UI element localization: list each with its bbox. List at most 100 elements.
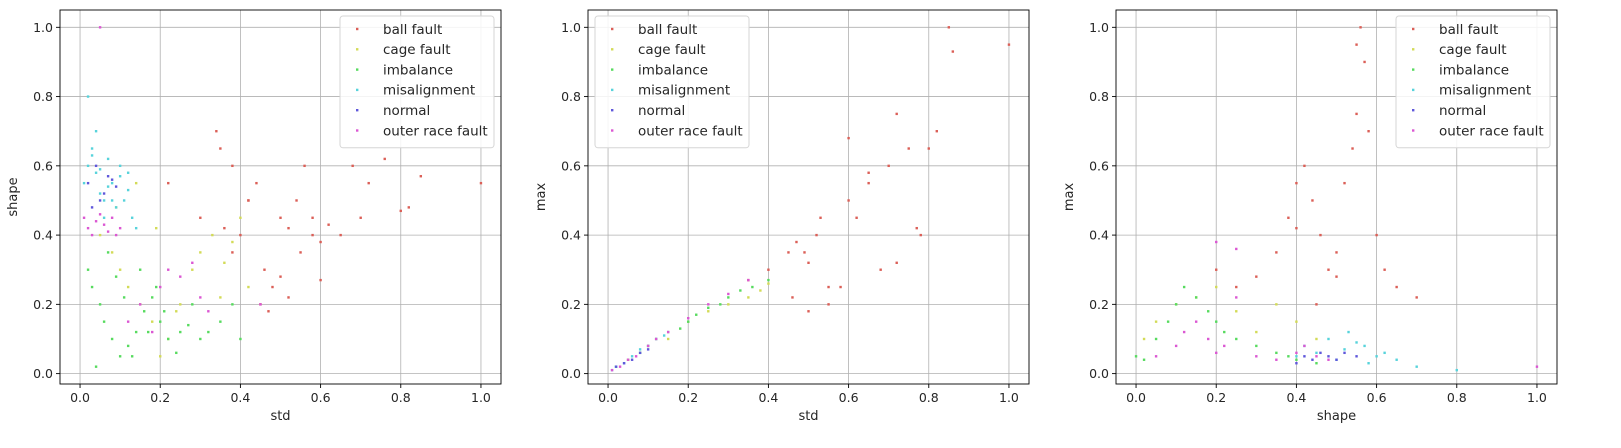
data-point — [199, 216, 202, 219]
data-point — [367, 181, 370, 185]
data-point — [1415, 365, 1418, 368]
y-tick-label: 0.4 — [1089, 228, 1109, 243]
data-point — [126, 320, 130, 323]
data-point — [98, 233, 102, 237]
legend: ball fault cage fault imbalance misalignmen… — [339, 15, 495, 149]
data-point — [646, 344, 650, 348]
data-point — [114, 233, 118, 237]
data-point — [130, 216, 134, 219]
data-point — [1351, 147, 1354, 150]
data-point — [271, 285, 274, 289]
data-point — [1174, 303, 1178, 306]
data-point — [287, 296, 290, 299]
y-tick-label: 0.4 — [561, 228, 581, 243]
data-point — [1275, 358, 1278, 361]
data-point — [727, 303, 730, 306]
data-point — [1315, 337, 1318, 341]
data-point — [1275, 251, 1278, 254]
data-point — [1182, 285, 1186, 289]
data-point — [1295, 351, 1298, 355]
data-point — [339, 233, 342, 237]
data-point — [767, 278, 770, 282]
data-point — [1355, 43, 1358, 46]
data-point — [219, 147, 222, 150]
data-point — [1355, 341, 1358, 344]
x-tick-label: 0.0 — [1126, 390, 1146, 405]
data-point — [695, 313, 698, 316]
data-point — [622, 362, 626, 365]
data-point — [1223, 330, 1226, 334]
data-point — [151, 320, 154, 323]
data-point — [223, 226, 226, 230]
data-point — [199, 251, 202, 254]
data-point — [867, 181, 870, 185]
data-point — [827, 303, 830, 306]
x-tick-label: 0.8 — [1447, 390, 1467, 405]
data-point — [159, 355, 162, 358]
data-point — [159, 320, 162, 323]
y-tick-label: 0.8 — [1089, 89, 1109, 104]
data-point — [1319, 233, 1322, 237]
data-point — [126, 344, 130, 348]
data-point — [187, 323, 190, 327]
data-point — [167, 181, 170, 185]
data-point — [1335, 251, 1338, 254]
data-point — [1335, 275, 1338, 278]
axes-frame — [1115, 9, 1558, 385]
data-point — [126, 171, 130, 174]
x-tick-label: 0.6 — [311, 390, 331, 405]
data-point — [1395, 285, 1398, 289]
data-point — [110, 178, 114, 181]
data-point — [191, 268, 194, 271]
y-axis-label: shape — [6, 177, 21, 216]
y-tick-label: 0.0 — [561, 366, 581, 381]
data-point — [1319, 351, 1322, 355]
legend-label: imbalance — [1439, 62, 1509, 78]
legend-marker — [611, 48, 614, 51]
data-point — [1215, 351, 1218, 355]
x-tick-label: 1.0 — [471, 390, 491, 405]
data-point — [679, 327, 682, 330]
data-point — [1235, 296, 1238, 299]
data-point — [151, 330, 154, 334]
legend: ball fault cage fault imbalance misalignmen… — [1395, 15, 1551, 149]
data-point — [159, 285, 162, 289]
data-point — [1311, 358, 1314, 361]
legend-label: misalignment — [383, 83, 475, 99]
y-tick-label: 0.8 — [561, 89, 581, 104]
data-point — [646, 348, 650, 351]
data-point — [707, 306, 710, 310]
data-point — [1355, 355, 1358, 358]
data-point — [1315, 351, 1318, 355]
legend-label: cage fault — [383, 42, 451, 58]
data-point — [327, 223, 330, 226]
legend-marker — [356, 27, 359, 31]
data-point — [399, 209, 402, 213]
legend-marker — [356, 88, 359, 92]
data-point — [666, 330, 670, 334]
series-ball-fault — [167, 130, 483, 313]
data-point — [207, 330, 210, 334]
data-point — [610, 368, 614, 372]
data-point — [383, 157, 386, 161]
data-point — [1363, 60, 1366, 64]
series-outer-race-fault — [82, 26, 262, 334]
data-point — [630, 358, 634, 361]
x-tick-label: 0.6 — [839, 390, 859, 405]
data-point — [807, 261, 810, 264]
data-point — [1207, 337, 1210, 341]
data-point — [1315, 355, 1318, 358]
data-point — [1303, 164, 1306, 168]
data-point — [134, 181, 138, 185]
data-point — [179, 303, 182, 306]
x-tick-label: 0.0 — [70, 390, 90, 405]
data-point — [1275, 303, 1278, 306]
data-point — [1363, 344, 1366, 348]
series-normal — [86, 164, 118, 209]
data-point — [98, 26, 102, 29]
data-point — [815, 233, 818, 237]
data-point — [887, 164, 890, 168]
legend-label: imbalance — [383, 62, 453, 78]
data-point — [1359, 26, 1362, 29]
